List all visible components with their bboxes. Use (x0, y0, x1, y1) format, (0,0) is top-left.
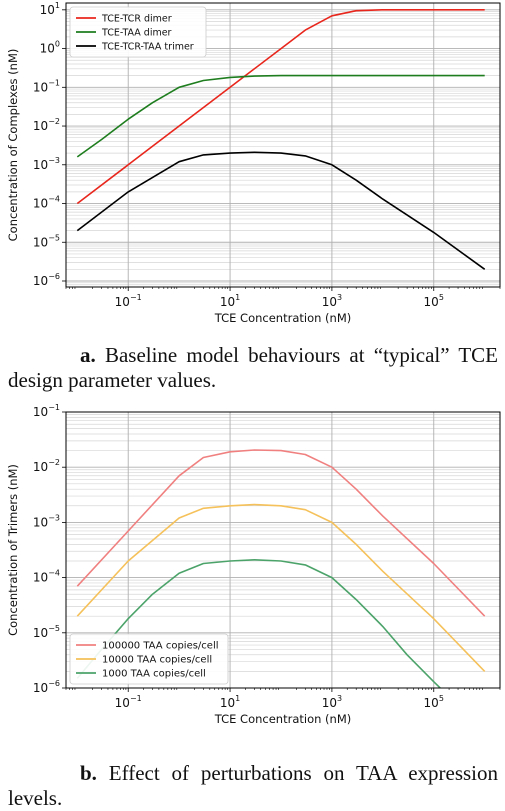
caption-a-label: a. (80, 343, 96, 367)
plot-frame (65, 411, 501, 689)
y-tick-label: 10−2 (33, 458, 60, 474)
chart-panel-1: 10−1 101 103 105 10−6 10−5 10−4 10−3 10−2 10−1 100… (6, 1, 501, 325)
y-tick-label: 10−3 (33, 156, 60, 172)
x-tick-label: 103 (322, 293, 342, 309)
y-axis-label: Concentration of Complexes (nM) (6, 49, 20, 242)
caption-b-text: Effect of perturbations on TAA expressio… (8, 761, 499, 810)
caption-b: b. Effect of perturbations on TAA expres… (8, 761, 498, 811)
series-lines (76, 449, 486, 688)
x-tick-label: 10−1 (115, 293, 142, 309)
series-line-3 (76, 151, 486, 270)
y-tick-label: 101 (40, 1, 60, 17)
x-tick-label: 103 (322, 694, 342, 710)
legend-box (69, 633, 229, 685)
y-tick-label: 10−5 (33, 624, 60, 640)
y-tick-label: 10−1 (33, 78, 60, 94)
series-line-1 (76, 9, 485, 205)
legend-label: 1000 TAA copies/cell (102, 669, 206, 680)
x-tick-label: 105 (424, 293, 444, 309)
x-tick-label: 105 (424, 694, 444, 710)
y-tick-label: 100 (40, 40, 60, 56)
y-tick-label: 10−4 (33, 195, 60, 211)
series-line-2 (76, 503, 486, 672)
plot-frame (65, 2, 501, 288)
legend-label: TCE-TCR dimer (101, 14, 172, 25)
series-lines (76, 9, 486, 270)
y-tick-label: 10−5 (33, 233, 60, 249)
y-tick-label: 10−4 (33, 569, 60, 585)
legend-label: 10000 TAA copies/cell (102, 655, 212, 666)
legend: 100000 TAA copies/cell 10000 TAA copies/c… (69, 633, 229, 685)
caption-b-label: b. (80, 761, 97, 785)
y-tick-label: 10−6 (33, 272, 60, 288)
y-tick-label: 10−3 (33, 513, 60, 529)
y-tick-label: 10−1 (33, 403, 60, 419)
legend: TCE-TCR dimer TCE-TAA dimer TCE-TCR-TAA tr… (69, 6, 207, 58)
x-axis-label: TCE Concentration (nM) (214, 712, 352, 726)
y-axis-label: Concentration of Trimers (nM) (6, 464, 20, 636)
series-line-1 (76, 449, 486, 617)
series-line-3 (76, 558, 442, 688)
y-tick-label: 10−6 (33, 679, 60, 695)
caption-a: a. Baseline model behaviours at “typical… (8, 343, 498, 393)
legend-label: TCE-TCR-TAA trimer (101, 42, 194, 53)
series-line-2 (76, 74, 485, 158)
y-tick-label: 10−2 (33, 117, 60, 133)
legend-box (69, 6, 207, 58)
x-tick-label: 101 (220, 694, 240, 710)
x-tick-label: 101 (220, 293, 240, 309)
x-axis-label: TCE Concentration (nM) (214, 311, 352, 325)
caption-a-text: Baseline model behaviours at “typical” T… (8, 343, 499, 392)
chart-panel-2: 10−1 101 103 105 10−6 10−5 10−4 10−3 10−2 10−1 TCE… (6, 403, 501, 726)
x-tick-label: 10−1 (115, 694, 142, 710)
legend-label: TCE-TAA dimer (101, 28, 172, 39)
legend-label: 100000 TAA copies/cell (102, 641, 219, 652)
